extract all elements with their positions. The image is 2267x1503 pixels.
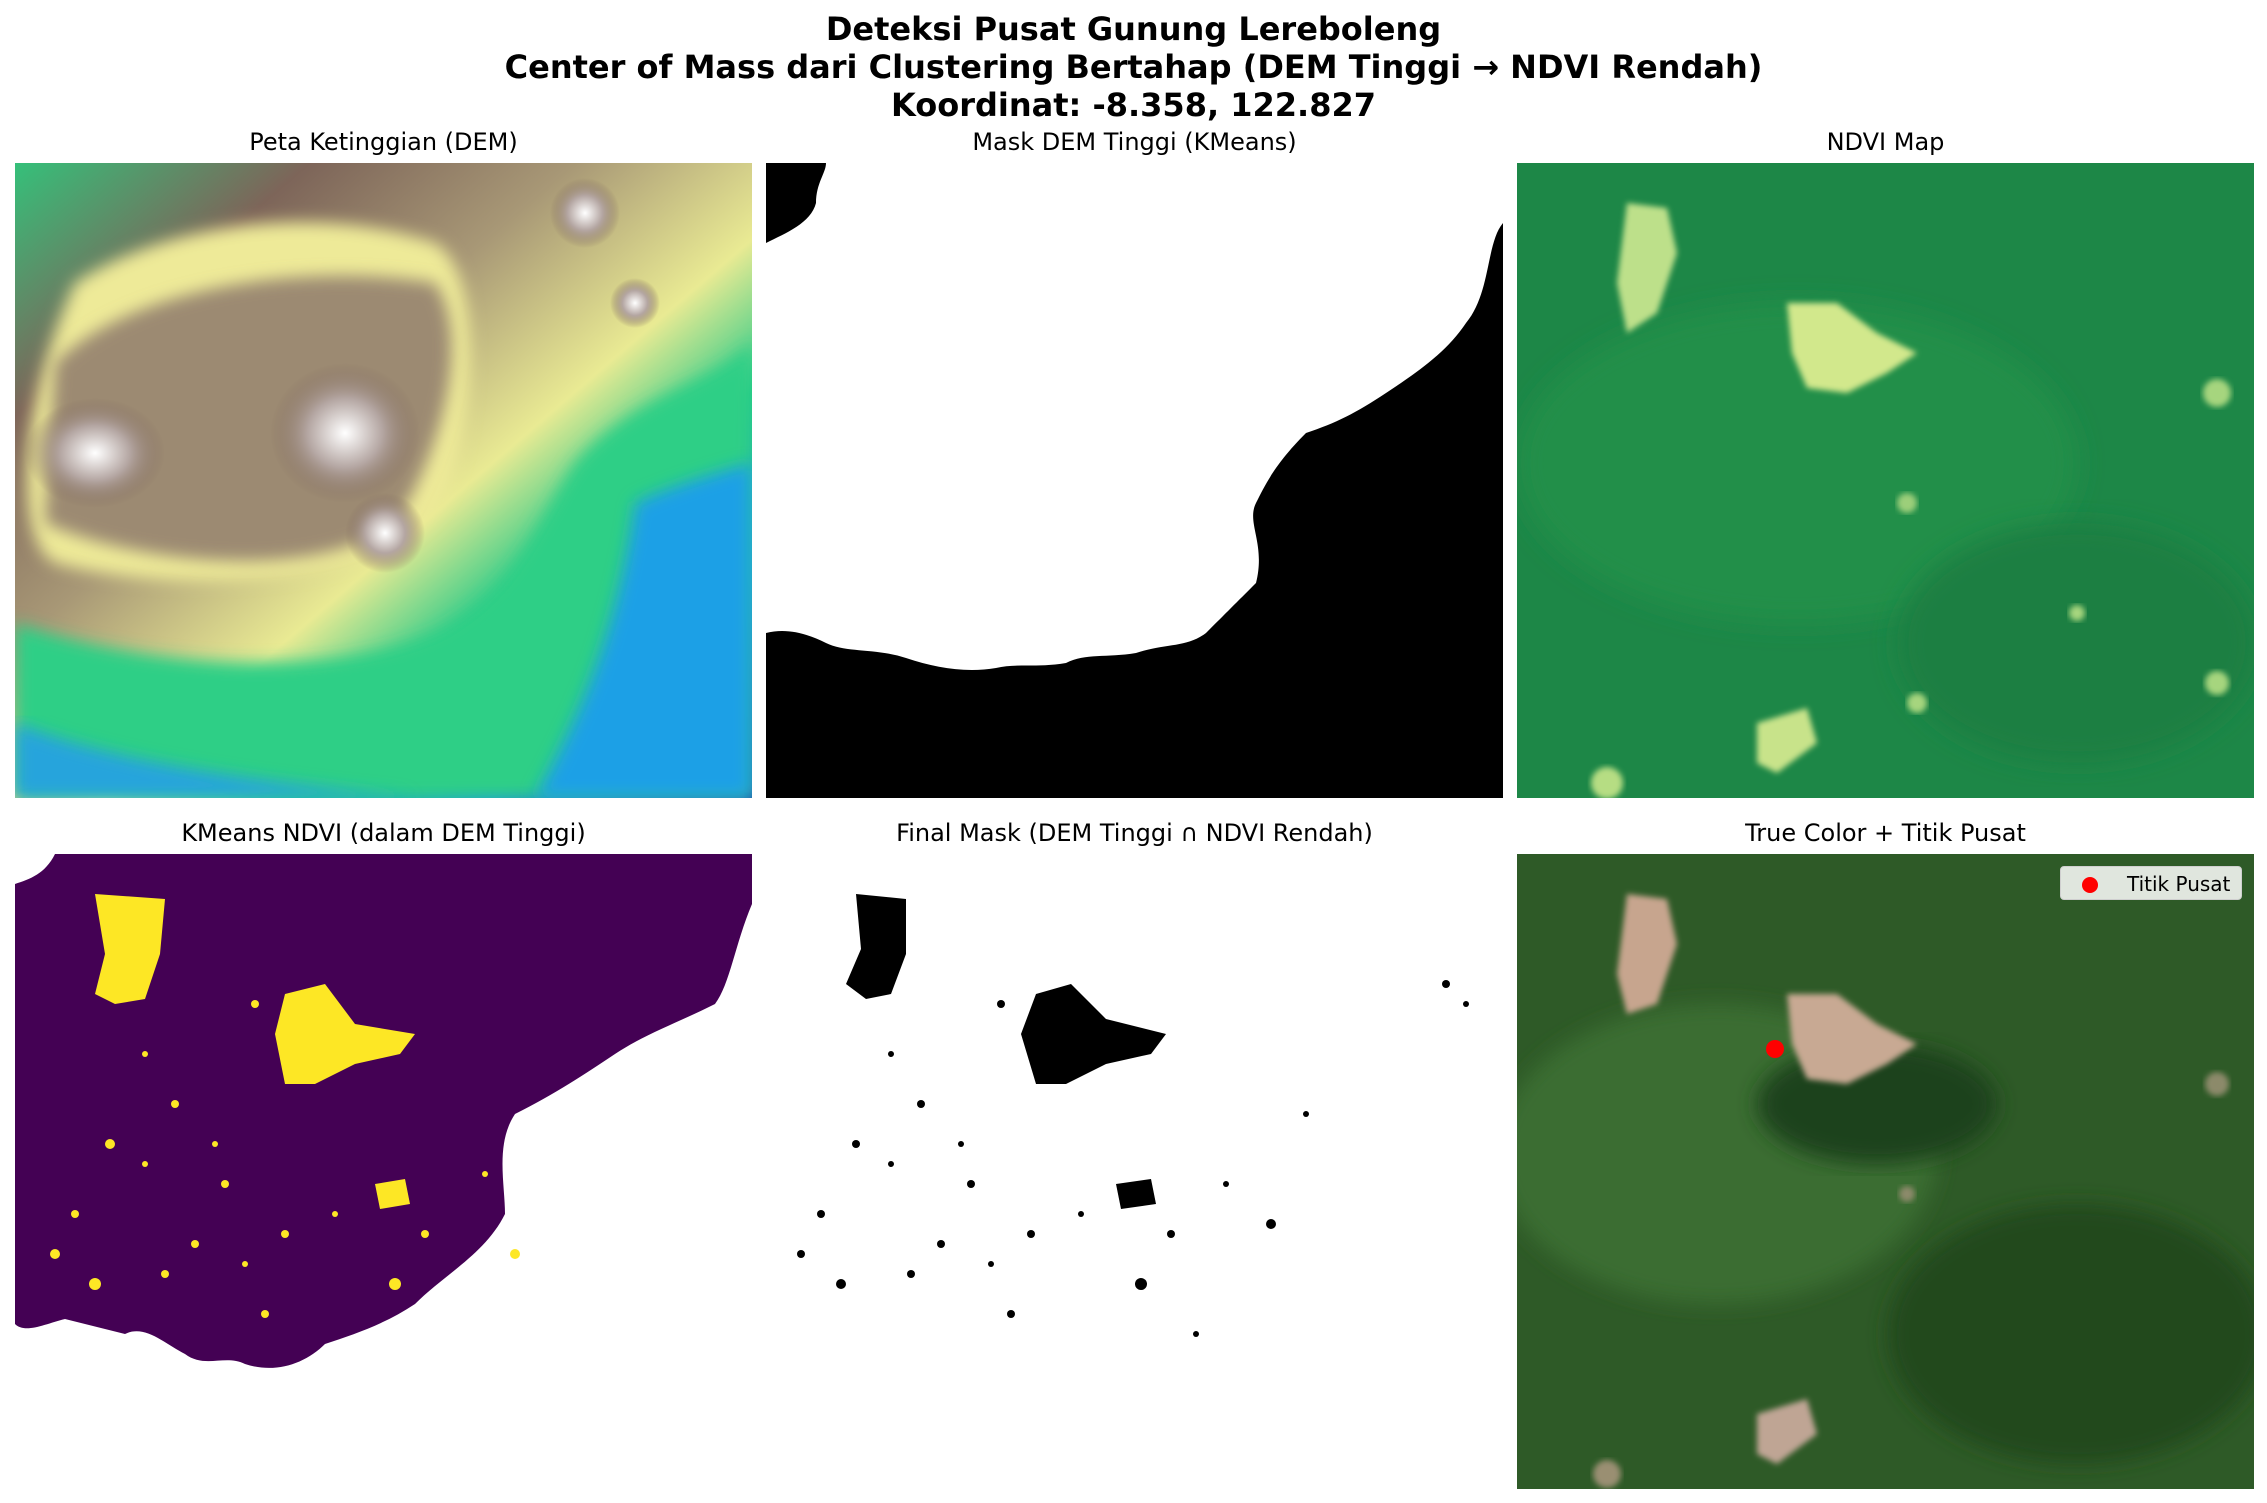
dem-map xyxy=(15,163,752,798)
panel-title-kmeans-ndvi: KMeans NDVI (dalam DEM Tinggi) xyxy=(181,819,586,847)
dem-high-mask xyxy=(766,163,1503,798)
center-point-marker xyxy=(1766,1040,1784,1058)
legend-label: Titik Pusat xyxy=(2127,872,2231,896)
figure-title-line1: Deteksi Pusat Gunung Lereboleng xyxy=(825,10,1442,48)
panel-title-true-color: True Color + Titik Pusat xyxy=(1745,819,2026,847)
panel-title-dem: Peta Ketinggian (DEM) xyxy=(249,128,518,156)
figure-title-line3: Koordinat: -8.358, 122.827 xyxy=(890,86,1376,124)
panel-title-final-mask: Final Mask (DEM Tinggi ∩ NDVI Rendah) xyxy=(896,819,1373,847)
kmeans-ndvi-map xyxy=(15,854,752,1489)
panel-title-dem-mask: Mask DEM Tinggi (KMeans) xyxy=(972,128,1297,156)
final-mask-map xyxy=(766,854,1503,1489)
ndvi-map xyxy=(1517,163,2254,798)
true-color-map xyxy=(1517,854,2254,1489)
panel-title-ndvi: NDVI Map xyxy=(1826,128,1945,156)
legend-marker-icon xyxy=(2082,877,2098,893)
legend: Titik Pusat xyxy=(2060,866,2242,900)
figure-title-line2: Center of Mass dari Clustering Bertahap … xyxy=(504,48,1763,86)
